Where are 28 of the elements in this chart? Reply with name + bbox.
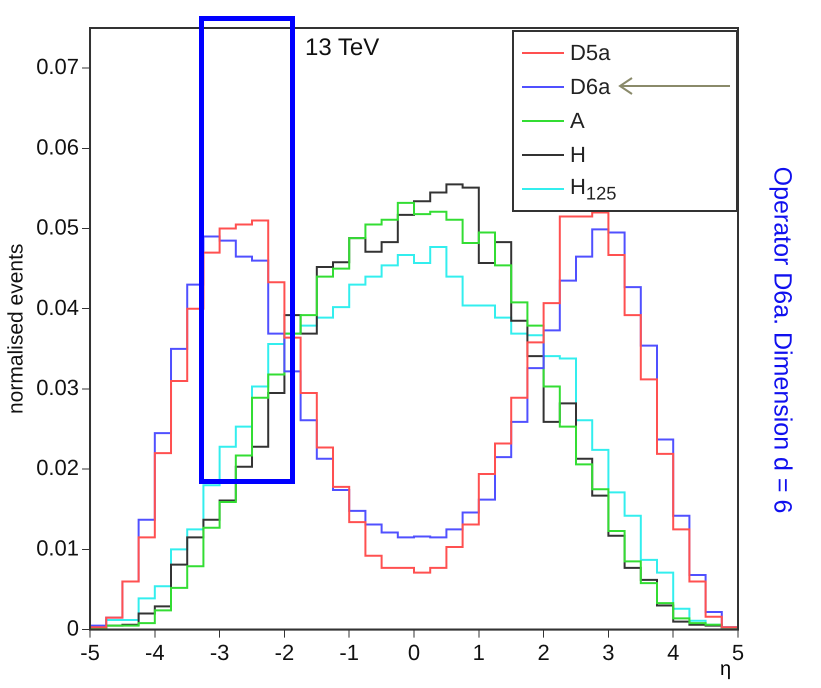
legend-label: D6a — [570, 74, 610, 100]
y-axis-title: normalised events — [4, 244, 28, 414]
text: Operator D6a. Dimension d = 6 — [768, 166, 796, 514]
y-tick-label: 0.05 — [36, 214, 80, 240]
y-tick-label: 0.06 — [36, 134, 80, 160]
y-tick-label: 0.03 — [36, 375, 80, 400]
annotation: 13 TeV — [305, 34, 380, 62]
x-axis-title: η — [720, 658, 732, 681]
x-tick-label: 3 — [602, 640, 615, 665]
y-tick-label: 0.04 — [36, 294, 80, 320]
x-tick-label: -3 — [210, 640, 230, 665]
x-tick-label: -1 — [339, 640, 359, 665]
y-tick-label: 0.01 — [36, 535, 80, 560]
x-tick-label: -4 — [145, 640, 165, 665]
x-tick-label: 4 — [667, 640, 680, 665]
x-tick-label: -5 — [80, 640, 100, 665]
legend-label: H — [570, 142, 586, 168]
y-tick-label: 0.07 — [36, 54, 80, 80]
x-tick-label: 1 — [472, 640, 485, 665]
x-tick-label: 2 — [537, 640, 550, 665]
legend-label: A — [570, 108, 585, 134]
x-tick-label: 5 — [732, 640, 744, 665]
y-tick-label: 0.02 — [36, 455, 80, 480]
legend-label: H$_{125}$ — [570, 174, 616, 204]
x-tick-label: 0 — [408, 640, 420, 665]
legend-label: D5a — [570, 40, 610, 66]
y-tick-label: 0 — [66, 616, 80, 641]
x-tick-label: -2 — [274, 640, 294, 665]
